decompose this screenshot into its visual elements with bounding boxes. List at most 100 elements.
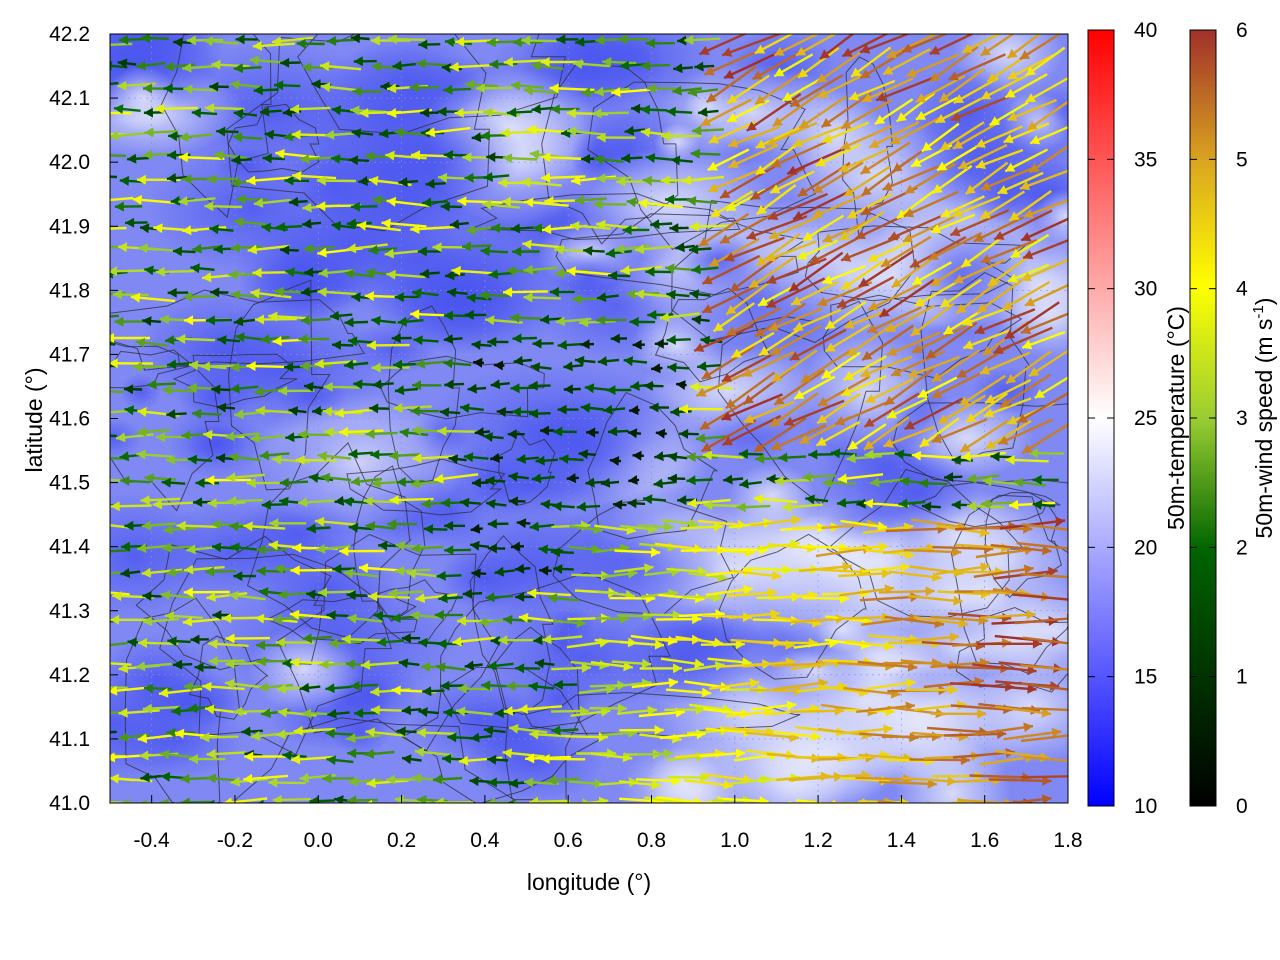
wind-vector	[857, 660, 918, 669]
wind-vector	[959, 419, 1009, 454]
wind-vector	[938, 67, 986, 103]
wind-vector-head	[158, 687, 169, 698]
y-axis-label: latitude (°)	[21, 367, 47, 472]
wind-vector-head	[172, 246, 183, 257]
wind-vector-head	[842, 47, 853, 57]
wind-vector-head	[261, 708, 271, 719]
wind-colorbar-tick-label: 3	[1236, 407, 1248, 430]
y-tick-label: 41.5	[49, 472, 90, 495]
wind-vector-head	[378, 540, 388, 551]
wind-vector-head	[973, 232, 985, 242]
wind-vector-head	[137, 407, 147, 417]
wind-vector	[819, 34, 855, 60]
wind-vector-head	[95, 453, 104, 463]
wind-vector-head	[180, 797, 190, 803]
wind-vector-head	[416, 727, 426, 738]
wind-vector-head	[423, 524, 434, 535]
wind-vector-head	[749, 678, 760, 689]
wind-vector-head	[540, 499, 551, 510]
wind-vector-head	[659, 312, 670, 323]
wind-vector-head	[921, 141, 933, 152]
wind-vector	[698, 212, 750, 248]
wind-vector-head	[290, 754, 301, 765]
wind-vector-head	[465, 79, 475, 90]
wind-vector-head	[230, 290, 241, 300]
wind-vector-head	[691, 264, 701, 275]
wind-vector	[979, 351, 1031, 375]
wind-vector	[800, 349, 851, 384]
wind-vector-head	[576, 617, 586, 628]
wind-vector-head	[387, 34, 397, 45]
wind-vector-head	[438, 593, 448, 604]
wind-vector	[993, 209, 1053, 241]
wind-vector-head	[772, 117, 783, 127]
wind-vector-head	[256, 640, 266, 651]
wind-vector-head	[214, 150, 224, 161]
wind-vector-head	[137, 733, 148, 744]
wind-vector-head	[634, 244, 645, 255]
wind-vector-head	[975, 159, 986, 169]
wind-vector-head	[298, 497, 308, 508]
wind-vector-head	[892, 162, 903, 172]
wind-vector	[860, 355, 913, 378]
wind-vector-head	[206, 174, 216, 185]
wind-vector-head	[118, 707, 128, 718]
wind-vector-head	[1048, 566, 1058, 577]
wind-vector-head	[471, 132, 482, 143]
wind-vector-head	[410, 224, 420, 234]
wind-vector-head	[365, 151, 375, 162]
wind-vector-head	[987, 276, 999, 286]
wind-vector-head	[563, 361, 573, 372]
wind-vector-head	[900, 562, 910, 573]
wind-vector-head	[627, 428, 638, 439]
wind-vector-head	[506, 681, 516, 691]
wind-vector-head	[766, 473, 776, 484]
wind-vector-head	[980, 181, 992, 191]
wind-vector-head	[723, 474, 733, 485]
wind-vector-head	[178, 152, 188, 163]
wind-vector	[812, 802, 822, 803]
wind-vector-head	[246, 478, 256, 489]
wind-vector-head	[118, 732, 129, 743]
wind-vector-head	[391, 333, 401, 344]
wind-vector	[110, 524, 130, 529]
wind-vector-head	[584, 383, 595, 394]
wind-vector-head	[911, 157, 922, 167]
wind-vector	[884, 615, 945, 626]
wind-vector-head	[960, 442, 971, 452]
wind-vector-head	[811, 731, 821, 742]
wind-vector-head	[91, 683, 100, 693]
wind-vector-head	[328, 638, 339, 649]
wind-vector-head	[140, 495, 150, 506]
wind-vector-head	[439, 407, 450, 418]
wind-vector-head	[479, 290, 489, 301]
wind-vector-head	[962, 43, 973, 53]
wind-vector-head	[644, 563, 654, 574]
wind-vector-head	[471, 568, 481, 579]
wind-vector	[911, 731, 969, 739]
wind-vector-head	[690, 148, 700, 159]
contour-line	[226, 34, 490, 232]
wind-vector-head	[689, 221, 699, 232]
wind-vector-head	[118, 34, 129, 45]
wind-vector-head	[447, 732, 457, 743]
wind-vector-head	[966, 413, 977, 423]
wind-vector	[110, 132, 126, 136]
wind-vector-head	[623, 356, 634, 367]
wind-vector-head	[822, 133, 833, 144]
wind-vector-head	[948, 71, 959, 81]
wind-vector-head	[302, 633, 312, 644]
wind-vector-head	[940, 208, 951, 218]
wind-vector-head	[443, 150, 453, 160]
wind-vector-head	[870, 477, 880, 488]
wind-vector-head	[143, 683, 153, 694]
wind-vector-head	[486, 37, 496, 48]
wind-vector-head	[277, 707, 288, 718]
wind-vector-head	[224, 678, 235, 689]
wind-vector-head	[229, 452, 239, 463]
wind-vector-head	[194, 662, 204, 673]
wind-vector-head	[179, 132, 189, 142]
wind-colorbar-label-main: 50m-wind speed (m s	[1251, 319, 1277, 539]
wind-vector-head	[987, 72, 998, 82]
wind-vector-head	[535, 455, 545, 466]
